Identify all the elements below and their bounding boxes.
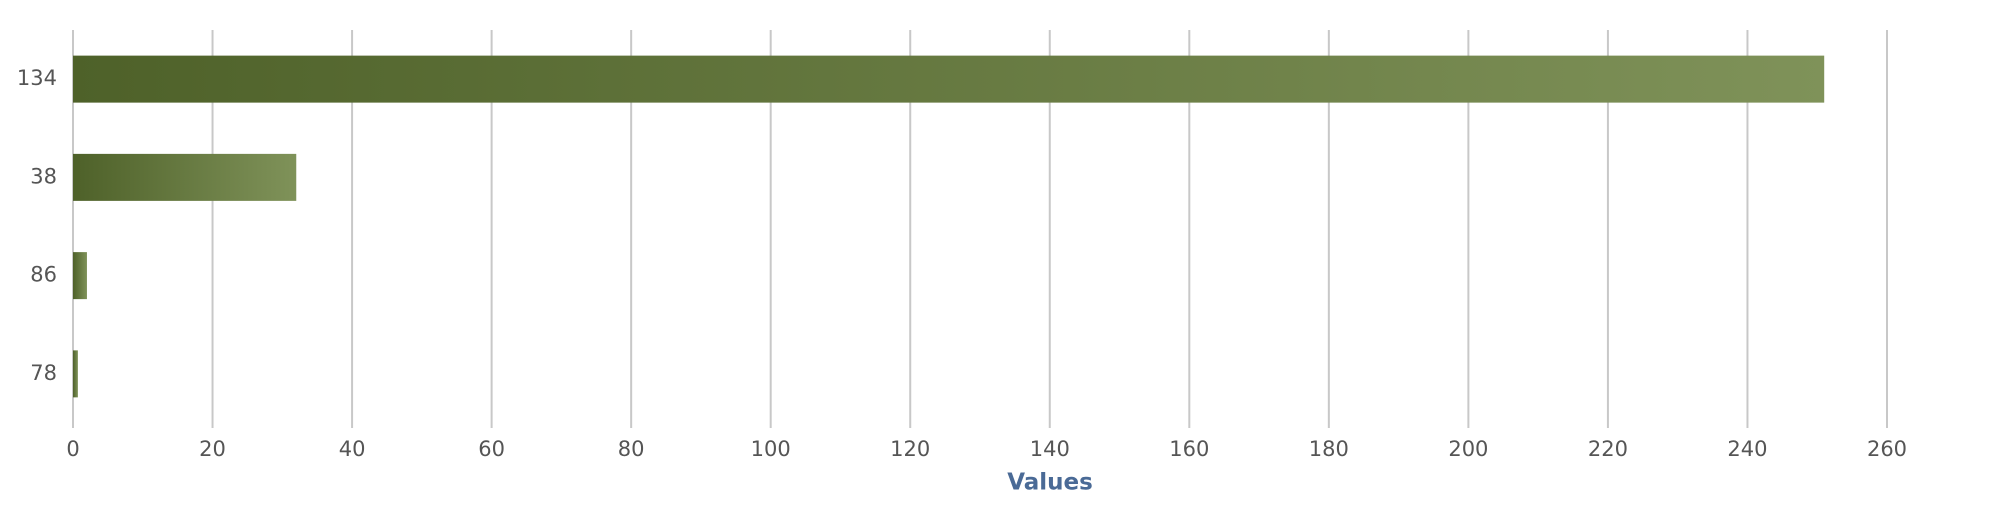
x-tick-label: 80 bbox=[618, 437, 645, 461]
x-tick-label: 180 bbox=[1309, 437, 1349, 461]
x-tick-label: 160 bbox=[1169, 437, 1209, 461]
bar bbox=[73, 55, 1825, 103]
x-tick-label: 240 bbox=[1727, 437, 1767, 461]
x-tick-label: 260 bbox=[1867, 437, 1907, 461]
y-tick-label: 78 bbox=[30, 361, 57, 385]
y-tick-label: 86 bbox=[30, 263, 57, 287]
x-tick-label: 60 bbox=[478, 437, 505, 461]
x-tick-label: 100 bbox=[751, 437, 791, 461]
x-axis-title: Values bbox=[1007, 470, 1093, 496]
x-tick-label: 40 bbox=[339, 437, 366, 461]
y-tick-label: 38 bbox=[30, 164, 57, 188]
y-tick-label: 134 bbox=[17, 66, 57, 90]
x-tick-label: 0 bbox=[66, 437, 79, 461]
x-tick-label: 140 bbox=[1030, 437, 1070, 461]
x-tick-label: 20 bbox=[199, 437, 226, 461]
bar bbox=[73, 350, 78, 398]
bar bbox=[73, 252, 87, 300]
bar bbox=[73, 153, 297, 201]
x-tick-label: 120 bbox=[890, 437, 930, 461]
x-tick-label: 220 bbox=[1588, 437, 1628, 461]
x-tick-label: 200 bbox=[1448, 437, 1488, 461]
